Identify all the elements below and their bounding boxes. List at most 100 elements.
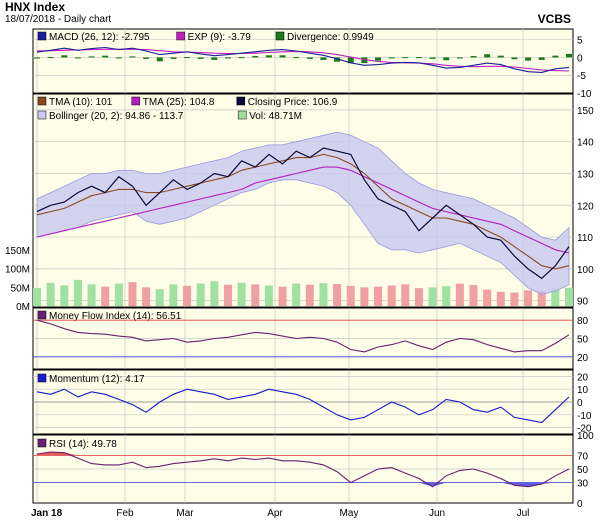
price-y-tick-label: 130 [577, 169, 594, 180]
volume-bar [401, 284, 410, 306]
divergence-bar [279, 55, 286, 58]
price-y-tick-label: 110 [577, 233, 593, 244]
price-y-tick-label: 150 [577, 106, 594, 117]
x-tick-label: Apr [267, 508, 283, 519]
divergence-bar [143, 57, 150, 59]
volume-tick-label: 150M [5, 246, 30, 257]
volume-bar [469, 285, 478, 306]
rsi-y-tick-label: 70 [577, 451, 589, 462]
macd-legend-label: EXP (9): -3.79 [188, 32, 252, 43]
macd-legend-label: MACD (26, 12): -2.795 [49, 32, 150, 43]
divergence-bar [265, 55, 272, 58]
mfi-legend-label: Money Flow Index (14): 56.51 [49, 311, 182, 322]
macd-y-tick-label: -5 [577, 71, 586, 82]
divergence-bar [429, 57, 436, 59]
divergence-bar [293, 57, 300, 59]
price-y-tick-label: 90 [577, 297, 589, 308]
tma10-line [36, 153, 570, 270]
divergence-bar [525, 57, 532, 61]
momentum-y-tick-label: 20 [577, 372, 589, 383]
divergence-bar [497, 55, 504, 58]
divergence-bar [211, 57, 218, 60]
divergence-bar [538, 57, 545, 60]
price-y-tick-label: 140 [577, 138, 594, 149]
volume-bar [169, 284, 178, 306]
volume-bar [551, 288, 560, 306]
divergence-bar [197, 57, 204, 59]
volume-bar [128, 282, 137, 306]
volume-bar [442, 286, 451, 306]
volume-bar [101, 286, 110, 306]
divergence-bar [402, 57, 409, 59]
rsi-y-tick-label: 50 [577, 465, 589, 476]
price-legend-label: Bollinger (20, 2): 94.86 - 113.7 [49, 111, 184, 122]
price-legend-swatch [236, 96, 246, 106]
macd-legend-swatch [275, 31, 285, 41]
volume-bar [305, 284, 314, 306]
volume-bar [374, 286, 383, 306]
volume-bar [251, 284, 260, 306]
volume-bar [565, 287, 573, 306]
macd-legend-label: Divergence: 0.9949 [287, 32, 374, 43]
mfi-y-tick-label: 80 [577, 316, 589, 327]
macd-legend-swatch [37, 31, 47, 41]
volume-bar [292, 283, 301, 306]
divergence-bar [334, 57, 341, 62]
rsi-legend-swatch [37, 438, 47, 448]
x-tick-label: Feb [116, 508, 134, 519]
divergence-bar [184, 57, 191, 59]
x-tick-label: Jan 18 [31, 508, 63, 519]
mfi-line [36, 319, 570, 353]
divergence-bar [252, 56, 259, 58]
volume-bar [114, 283, 123, 306]
rsi-legend-label: RSI (14): 49.78 [49, 439, 117, 450]
divergence-bar [238, 57, 245, 59]
volume-bar [33, 288, 41, 306]
volume-bar [46, 282, 55, 306]
divergence-bar [470, 56, 477, 58]
divergence-bar [388, 57, 395, 59]
volume-bar [483, 289, 492, 306]
divergence-bar [552, 55, 559, 58]
divergence-bar [102, 55, 109, 58]
macd-line [36, 46, 570, 73]
momentum-y-tick-label: 10 [577, 385, 589, 396]
rsi-oversold-fill [418, 482, 433, 487]
mfi-legend-swatch [37, 310, 47, 320]
divergence-bar [47, 57, 54, 59]
divergence-bar [306, 57, 313, 59]
x-tick-label: Mar [176, 508, 194, 519]
price-legend-swatch [131, 96, 141, 106]
divergence-bar [566, 53, 572, 58]
volume-bar [237, 282, 246, 306]
volume-bar [387, 285, 396, 306]
divergence-bar [156, 57, 163, 62]
price-y-tick-label: 100 [577, 265, 594, 276]
divergence-bar [511, 57, 518, 60]
volume-bar [210, 281, 219, 306]
volume-bar [264, 285, 273, 306]
momentum-y-tick-label: 0 [577, 398, 583, 409]
x-tick-label: Jun [429, 508, 445, 519]
divergence-bar [115, 57, 122, 59]
volume-bar [319, 283, 328, 306]
bollinger-band [36, 131, 570, 295]
divergence-bar [74, 57, 81, 59]
macd-y-tick-label: -10 [577, 89, 592, 100]
divergence-bar [61, 55, 68, 58]
price-legend-label: Vol: 48.71M [249, 111, 302, 122]
volume-bar [223, 284, 232, 306]
divergence-bar [443, 57, 450, 61]
volume-bar [142, 287, 151, 306]
momentum-legend-swatch [37, 373, 47, 383]
divergence-bar [170, 57, 177, 59]
divergence-bar [129, 56, 136, 58]
divergence-bar [375, 57, 382, 61]
volume-bar [360, 287, 369, 306]
brand-label: VCBS [537, 12, 571, 26]
volume-bar [87, 284, 96, 306]
volume-bar [196, 283, 205, 306]
closing-price-line [36, 147, 570, 280]
price-y-tick-label: 120 [577, 201, 594, 212]
